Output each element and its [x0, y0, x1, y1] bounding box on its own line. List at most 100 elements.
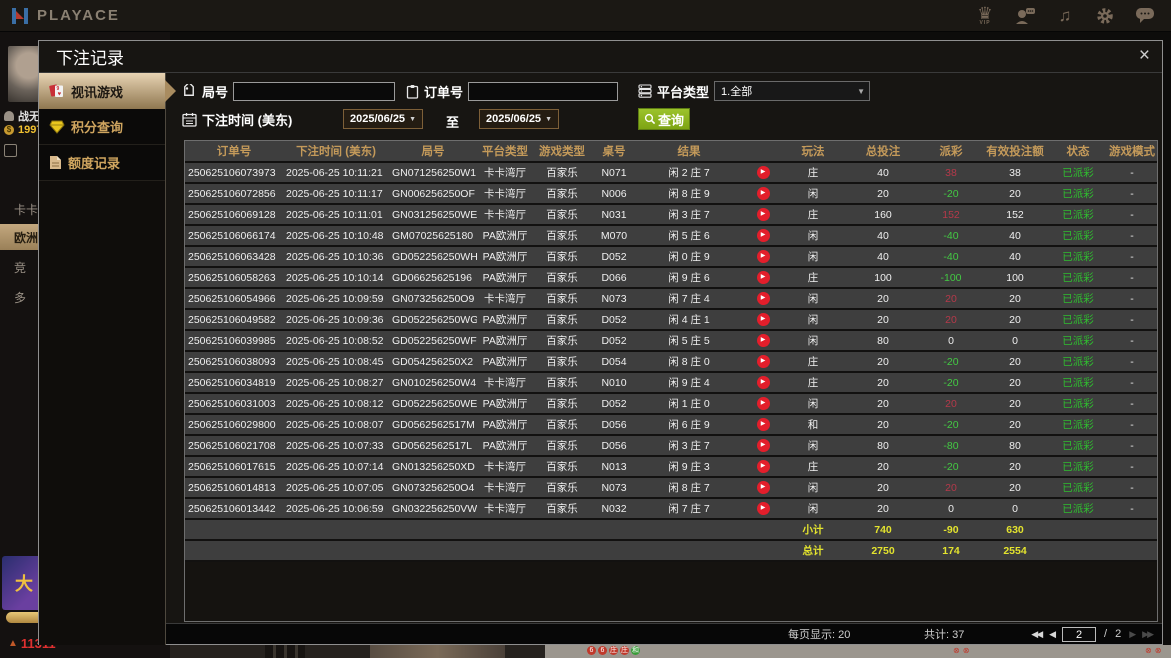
replay-play-icon[interactable]: ▶: [756, 292, 770, 305]
cell-bet: 闲: [785, 330, 841, 352]
search-button[interactable]: 查询: [638, 108, 690, 130]
cell-replay: ▶: [741, 183, 785, 205]
cell-round: GM07025625180: [389, 225, 477, 247]
table-row: 250625106073973 2025-06-25 10:11:21 GN07…: [185, 162, 1157, 184]
cell-payout: -100: [925, 267, 977, 289]
next-page-icon[interactable]: ▶: [1129, 628, 1136, 639]
chat-icon[interactable]: [1133, 5, 1157, 27]
cell-time: 2025-06-25 10:08:07: [283, 414, 389, 436]
cell-game: 百家乐: [533, 477, 591, 499]
tab-points-query[interactable]: 积分查询: [39, 109, 165, 145]
total-label: 总计: [785, 540, 841, 562]
music-icon[interactable]: ♫: [1058, 6, 1072, 25]
cell-game: 百家乐: [533, 351, 591, 373]
order-input[interactable]: [468, 81, 619, 101]
platform-select[interactable]: 1.全部 ▼: [714, 81, 871, 101]
replay-play-icon[interactable]: ▶: [756, 376, 770, 389]
to-label: 至: [446, 115, 460, 130]
cell-mode: -: [1103, 372, 1157, 394]
cell-payout: -20: [925, 456, 977, 478]
cell-total: 20: [841, 351, 925, 373]
search-icon: [644, 113, 656, 125]
cell-payout: 20: [925, 309, 977, 331]
cell-table: D052: [591, 246, 637, 268]
lobby-menu-item[interactable]: 卡卡: [14, 202, 39, 217]
cell-table: D066: [591, 267, 637, 289]
replay-play-icon[interactable]: ▶: [756, 250, 770, 263]
col-game: 游戏类型: [533, 141, 591, 163]
cell-replay: ▶: [741, 435, 785, 457]
cell-platform: 卡卡湾厅: [477, 204, 533, 226]
page-slash: /: [1104, 628, 1108, 640]
table-row: 250625106072856 2025-06-25 10:11:17 GN00…: [185, 183, 1157, 205]
tab-video-games[interactable]: 9 ♥ 视讯游戏: [39, 73, 176, 109]
brand: PLAYACE: [10, 6, 120, 26]
cell-game: 百家乐: [533, 267, 591, 289]
cell-total: 80: [841, 330, 925, 352]
cell-valid: 20: [977, 393, 1053, 415]
vip-icon[interactable]: ♛ VIP: [977, 4, 993, 26]
cell-table: D052: [591, 309, 637, 331]
roadmap-marks: ⊗⊗: [953, 646, 973, 655]
cell-result: 闲 8 庄 0: [637, 351, 741, 373]
cell-game: 百家乐: [533, 456, 591, 478]
cell-table: N073: [591, 477, 637, 499]
last-page-icon[interactable]: ▶▶: [1142, 628, 1154, 639]
cell-valid: 0: [977, 330, 1053, 352]
cell-order: 250625106066174: [185, 225, 283, 247]
first-page-icon[interactable]: ◀◀: [1031, 628, 1043, 639]
replay-play-icon[interactable]: ▶: [756, 355, 770, 368]
cell-round: GD052256250WG: [389, 309, 477, 331]
grand-total-row: 总计 2750 174 2554: [185, 540, 1157, 562]
chevron-down-icon: ▼: [857, 86, 866, 96]
total-total: 2750: [841, 540, 925, 562]
cell-valid: 0: [977, 498, 1053, 520]
replay-play-icon[interactable]: ▶: [756, 208, 770, 221]
chevron-down-icon: ▼: [409, 115, 416, 123]
cell-total: 20: [841, 456, 925, 478]
lobby-menu-item[interactable]: 多: [14, 290, 27, 305]
cell-payout: 20: [925, 393, 977, 415]
cell-status: 已派彩: [1053, 372, 1103, 394]
cell-valid: 20: [977, 309, 1053, 331]
prev-page-icon[interactable]: ◀: [1049, 628, 1056, 639]
replay-play-icon[interactable]: ▶: [756, 397, 770, 410]
result-badge: 庄: [620, 646, 629, 655]
cell-result: 闲 3 庄 7: [637, 204, 741, 226]
replay-play-icon[interactable]: ▶: [756, 418, 770, 431]
cell-order: 250625106073973: [185, 162, 283, 184]
cell-time: 2025-06-25 10:09:59: [283, 288, 389, 310]
cell-valid: 40: [977, 225, 1053, 247]
customer-service-icon[interactable]: [1013, 5, 1037, 27]
username: 战无: [18, 111, 40, 123]
bet-records-table: 订单号 下注时间 (美东) 局号 平台类型 游戏类型 桌号 结果 玩法 总投注 …: [184, 140, 1158, 622]
cell-platform: PA欧洲厅: [477, 414, 533, 436]
settings-gear-icon[interactable]: [1093, 5, 1117, 27]
cell-mode: -: [1103, 225, 1157, 247]
replay-play-icon[interactable]: ▶: [756, 166, 770, 179]
replay-play-icon[interactable]: ▶: [756, 271, 770, 284]
cell-total: 80: [841, 435, 925, 457]
replay-play-icon[interactable]: ▶: [756, 502, 770, 515]
replay-play-icon[interactable]: ▶: [756, 334, 770, 347]
playace-logo-icon: [10, 6, 30, 26]
cell-payout: -20: [925, 183, 977, 205]
date-from-picker[interactable]: 2025/06/25 ▼: [343, 109, 423, 129]
replay-play-icon[interactable]: ▶: [756, 313, 770, 326]
lobby-menu-item[interactable]: 竞: [14, 260, 27, 275]
cell-valid: 20: [977, 477, 1053, 499]
col-replay: [741, 141, 785, 163]
replay-play-icon[interactable]: ▶: [756, 460, 770, 473]
replay-play-icon[interactable]: ▶: [756, 187, 770, 200]
page-input[interactable]: 2: [1062, 626, 1097, 642]
close-icon[interactable]: ×: [1138, 45, 1150, 66]
topbar: PLAYACE ♛ VIP ♫: [0, 0, 1171, 32]
cell-replay: ▶: [741, 225, 785, 247]
date-to-picker[interactable]: 2025/06/25 ▼: [479, 109, 559, 129]
per-page-label: 每页显示: 20: [788, 629, 851, 641]
round-input[interactable]: [233, 81, 396, 101]
replay-play-icon[interactable]: ▶: [756, 229, 770, 242]
tab-credit-records[interactable]: 额度记录: [39, 145, 165, 181]
replay-play-icon[interactable]: ▶: [756, 481, 770, 494]
replay-play-icon[interactable]: ▶: [756, 439, 770, 452]
